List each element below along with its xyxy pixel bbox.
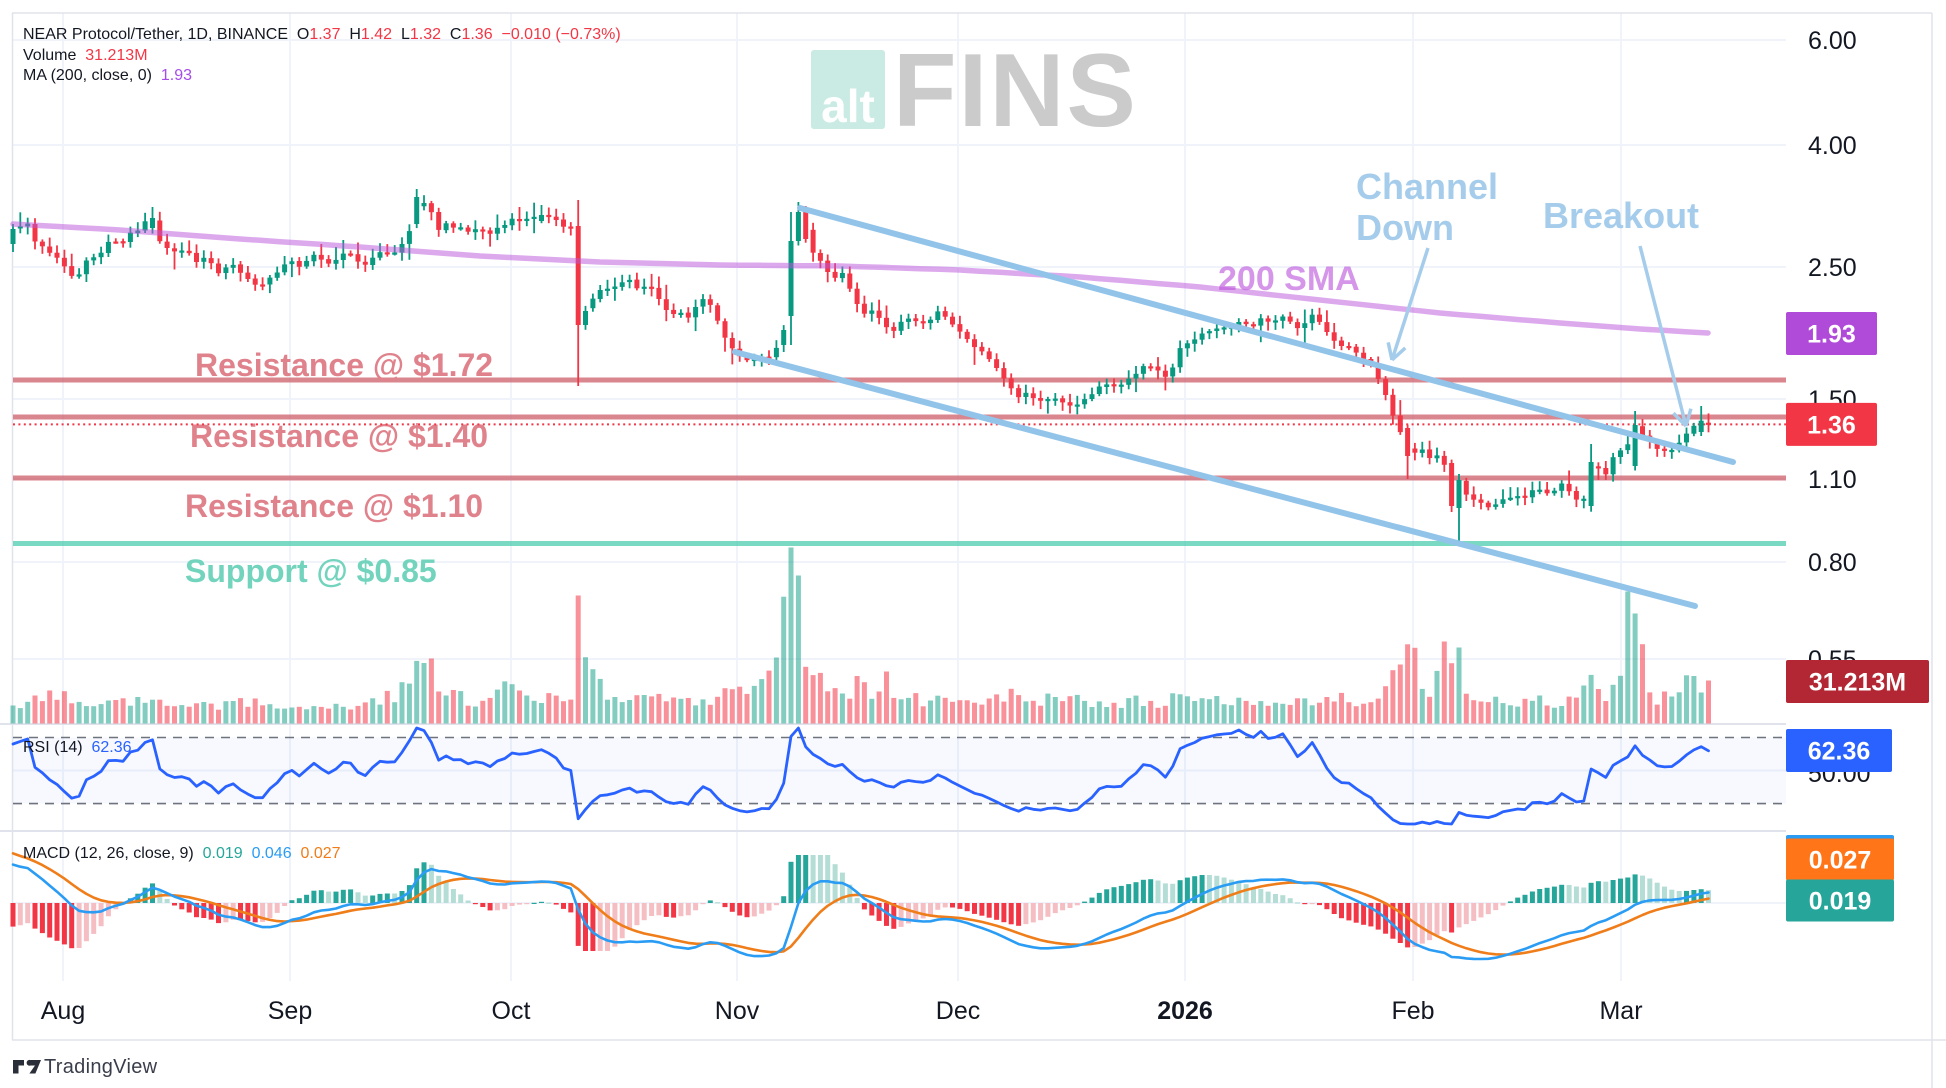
svg-text:Breakout: Breakout xyxy=(1543,195,1699,236)
svg-text:Dec: Dec xyxy=(936,997,980,1025)
svg-text:6.00: 6.00 xyxy=(1808,27,1857,55)
svg-text:Down: Down xyxy=(1356,207,1454,248)
svg-text:1.93: 1.93 xyxy=(1807,321,1856,349)
svg-text:1.36: 1.36 xyxy=(1807,411,1856,439)
svg-text:Oct: Oct xyxy=(492,997,531,1025)
svg-text:Aug: Aug xyxy=(41,997,85,1025)
svg-text:Resistance @ $1.72: Resistance @ $1.72 xyxy=(195,347,493,383)
svg-text:RSI (14) 62.36: RSI (14) 62.36 xyxy=(23,739,132,756)
svg-text:0.80: 0.80 xyxy=(1808,549,1857,577)
svg-text:MA (200, close, 0) 1.93: MA (200, close, 0) 1.93 xyxy=(23,67,192,84)
svg-text:Resistance @ $1.40: Resistance @ $1.40 xyxy=(190,418,488,454)
svg-text:Volume 31.213M: Volume 31.213M xyxy=(23,47,148,64)
svg-text:alt: alt xyxy=(821,80,875,132)
svg-text:TradingView: TradingView xyxy=(44,1056,158,1078)
svg-text:1.10: 1.10 xyxy=(1808,466,1857,494)
svg-text:0.019: 0.019 xyxy=(1809,888,1872,916)
svg-text:Mar: Mar xyxy=(1599,997,1642,1025)
svg-text:NEAR Protocol/Tether, 1D, BINA: NEAR Protocol/Tether, 1D, BINANCE O1.37 … xyxy=(23,26,621,43)
svg-text:Support @ $0.85: Support @ $0.85 xyxy=(185,553,437,589)
svg-text:Resistance @ $1.10: Resistance @ $1.10 xyxy=(185,488,483,524)
svg-text:2026: 2026 xyxy=(1157,997,1213,1025)
svg-text:Feb: Feb xyxy=(1391,997,1434,1025)
svg-text:2.50: 2.50 xyxy=(1808,254,1857,282)
svg-text:62.36: 62.36 xyxy=(1808,738,1871,766)
svg-text:Sep: Sep xyxy=(268,997,312,1025)
svg-text:31.213M: 31.213M xyxy=(1809,669,1906,697)
svg-text:Channel: Channel xyxy=(1356,166,1498,207)
svg-text:MACD (12, 26, close, 9) 0.019: MACD (12, 26, close, 9) 0.019 0.046 0.02… xyxy=(23,845,341,862)
svg-text:200 SMA: 200 SMA xyxy=(1218,260,1360,298)
svg-text:0.027: 0.027 xyxy=(1809,847,1872,875)
svg-text:4.00: 4.00 xyxy=(1808,132,1857,160)
svg-text:FINS: FINS xyxy=(893,33,1138,149)
svg-text:Nov: Nov xyxy=(715,997,760,1025)
